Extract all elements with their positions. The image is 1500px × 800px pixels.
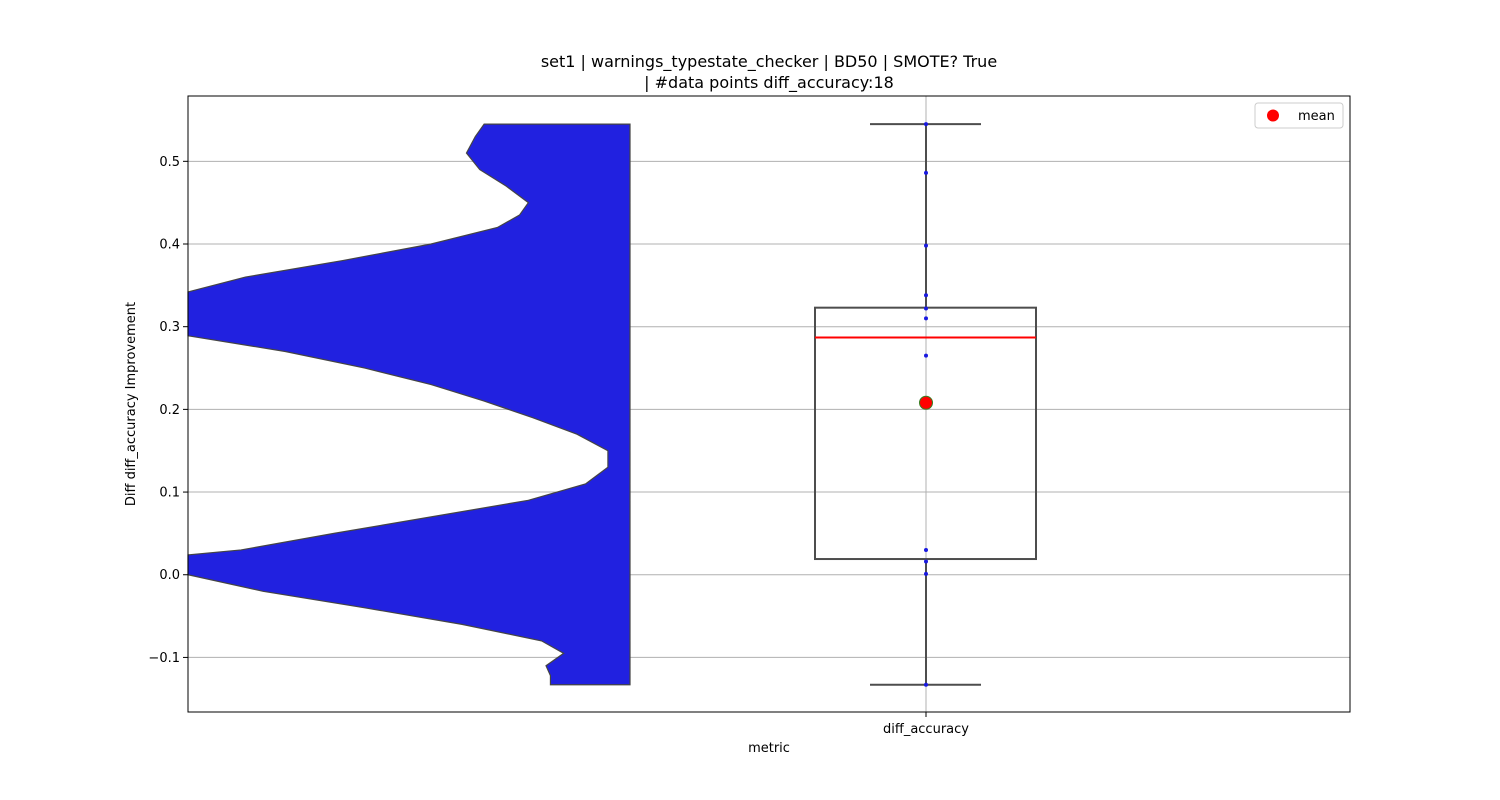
x-tick-label: diff_accuracy xyxy=(883,722,969,737)
data-point xyxy=(924,353,928,358)
data-point xyxy=(924,559,928,564)
mean-marker xyxy=(919,395,933,410)
data-point xyxy=(924,682,928,687)
gridlines xyxy=(188,96,1350,712)
y-tick-label: 0.5 xyxy=(159,155,180,170)
data-point xyxy=(924,122,928,127)
data-point xyxy=(924,170,928,175)
data-point xyxy=(924,547,928,552)
y-axis-ticks: −0.1 0.0 0.1 0.2 0.3 0.4 0.5 xyxy=(148,155,188,666)
legend-mean-marker xyxy=(1267,109,1279,122)
y-tick-label: 0.2 xyxy=(159,403,180,418)
violin-body xyxy=(187,123,631,686)
chart-title-line1: set1 | warnings_typestate_checker | BD50… xyxy=(541,52,997,72)
x-axis-ticks: diff_accuracy xyxy=(883,712,969,737)
y-tick-label: 0.1 xyxy=(159,486,180,501)
legend-frame xyxy=(1254,102,1344,129)
points-layer xyxy=(919,122,933,687)
y-tick-label: −0.1 xyxy=(148,651,180,666)
y-tick-label: 0.0 xyxy=(159,568,180,583)
data-point xyxy=(924,306,928,311)
data-point xyxy=(924,243,928,248)
y-tick-label: 0.3 xyxy=(159,320,180,335)
x-axis-label: metric xyxy=(748,741,790,756)
y-tick-label: 0.4 xyxy=(159,238,180,253)
data-point xyxy=(924,571,928,576)
legend-mean-label: mean xyxy=(1298,109,1335,124)
y-axis-label: Diff diff_accuracy Improvement xyxy=(124,302,139,506)
chart-title-line2: | #data points diff_accuracy:18 xyxy=(644,73,894,93)
data-point xyxy=(924,293,928,298)
legend: mean xyxy=(1254,102,1344,129)
data-point xyxy=(924,316,928,321)
plot-frame xyxy=(187,95,1351,713)
violin-layer xyxy=(187,123,631,686)
